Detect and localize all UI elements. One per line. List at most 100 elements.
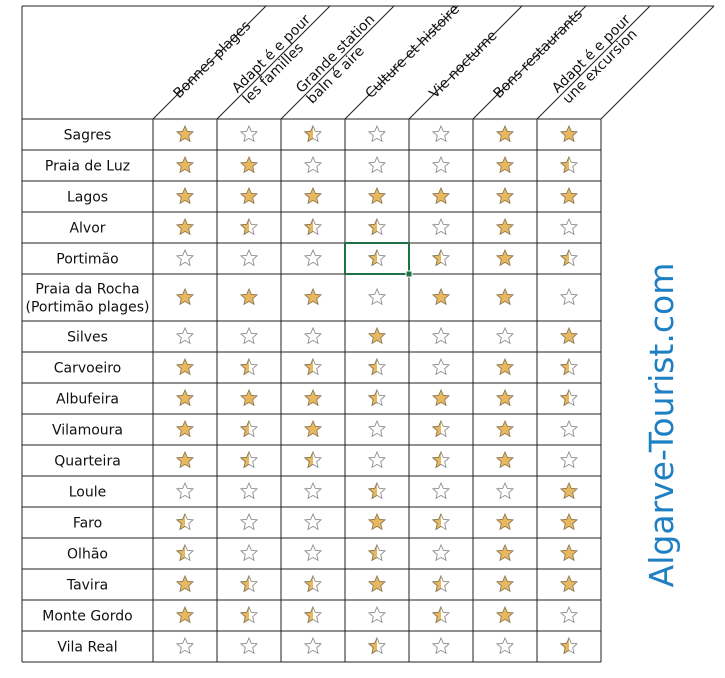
star-empty-icon — [175, 481, 195, 500]
star-empty-icon — [303, 248, 323, 267]
rating-cells — [175, 124, 579, 655]
fill-handle[interactable] — [405, 270, 413, 278]
header-diagonal — [600, 5, 715, 120]
star-half-icon — [303, 450, 323, 469]
star-half-icon — [303, 574, 323, 593]
row-label: Praia de Luz — [45, 159, 130, 175]
star-half-icon — [239, 605, 259, 624]
star-full-icon — [495, 419, 515, 438]
star-half-icon — [303, 124, 323, 143]
star-half-icon — [559, 636, 579, 655]
star-full-icon — [175, 574, 195, 593]
star-full-icon — [495, 450, 515, 469]
star-empty-icon — [431, 357, 451, 376]
star-empty-icon — [303, 481, 323, 500]
star-empty-icon — [367, 287, 387, 306]
star-empty-icon — [431, 636, 451, 655]
star-full-icon — [495, 388, 515, 407]
star-full-icon — [495, 124, 515, 143]
row-label: Loule — [69, 485, 107, 501]
star-empty-icon — [175, 636, 195, 655]
column-header-lines — [21, 5, 715, 120]
star-half-icon — [303, 357, 323, 376]
star-full-icon — [495, 217, 515, 236]
star-full-icon — [303, 287, 323, 306]
star-half-icon — [367, 481, 387, 500]
star-full-icon — [559, 124, 579, 143]
star-empty-icon — [239, 512, 259, 531]
row-label: Sagres — [64, 128, 112, 144]
star-full-icon — [175, 287, 195, 306]
star-half-icon — [367, 543, 387, 562]
star-full-icon — [175, 186, 195, 205]
star-empty-icon — [431, 217, 451, 236]
row-label: Monte Gordo — [42, 609, 132, 625]
star-empty-icon — [303, 543, 323, 562]
row-label: Vila Real — [57, 640, 117, 656]
star-full-icon — [495, 574, 515, 593]
star-half-icon — [367, 248, 387, 267]
row-label: Alvor — [69, 221, 105, 237]
row-label: Praia da Rocha — [35, 282, 139, 298]
star-empty-icon — [495, 326, 515, 345]
star-empty-icon — [303, 326, 323, 345]
star-empty-icon — [431, 155, 451, 174]
star-half-icon — [175, 543, 195, 562]
header-diagonal — [152, 5, 267, 120]
star-empty-icon — [431, 543, 451, 562]
star-full-icon — [559, 512, 579, 531]
star-full-icon — [175, 388, 195, 407]
star-full-icon — [239, 388, 259, 407]
star-full-icon — [239, 155, 259, 174]
star-empty-icon — [239, 248, 259, 267]
star-empty-icon — [367, 124, 387, 143]
star-empty-icon — [303, 512, 323, 531]
header-diagonal — [344, 5, 459, 120]
row-label: Vilamoura — [52, 423, 123, 439]
star-half-icon — [431, 605, 451, 624]
star-full-icon — [367, 574, 387, 593]
star-empty-icon — [559, 419, 579, 438]
star-empty-icon — [239, 124, 259, 143]
row-label: Portimão — [56, 252, 118, 268]
star-half-icon — [239, 574, 259, 593]
star-half-icon — [239, 450, 259, 469]
star-full-icon — [559, 574, 579, 593]
selection-outline[interactable] — [344, 242, 410, 275]
star-full-icon — [495, 357, 515, 376]
star-empty-icon — [175, 248, 195, 267]
star-empty-icon — [367, 605, 387, 624]
star-empty-icon — [431, 481, 451, 500]
row-label: Quarteira — [54, 454, 121, 470]
row-label: Albufeira — [56, 392, 119, 408]
star-empty-icon — [495, 636, 515, 655]
star-full-icon — [559, 543, 579, 562]
star-full-icon — [495, 543, 515, 562]
star-full-icon — [431, 186, 451, 205]
star-empty-icon — [367, 450, 387, 469]
star-full-icon — [559, 186, 579, 205]
star-half-icon — [303, 217, 323, 236]
star-empty-icon — [239, 326, 259, 345]
star-empty-icon — [431, 124, 451, 143]
star-empty-icon — [175, 326, 195, 345]
star-empty-icon — [303, 636, 323, 655]
watermark-text: Algarve-Tourist.com — [642, 263, 681, 588]
selected-cell — [344, 242, 413, 278]
star-full-icon — [367, 512, 387, 531]
star-empty-icon — [239, 636, 259, 655]
star-full-icon — [303, 388, 323, 407]
star-full-icon — [175, 155, 195, 174]
star-full-icon — [175, 357, 195, 376]
row-label: Lagos — [67, 190, 108, 206]
star-full-icon — [495, 155, 515, 174]
header-diagonal — [408, 5, 523, 120]
star-empty-icon — [495, 481, 515, 500]
star-full-icon — [175, 419, 195, 438]
star-full-icon — [559, 326, 579, 345]
star-full-icon — [367, 186, 387, 205]
star-empty-icon — [559, 450, 579, 469]
star-half-icon — [367, 357, 387, 376]
star-full-icon — [431, 388, 451, 407]
